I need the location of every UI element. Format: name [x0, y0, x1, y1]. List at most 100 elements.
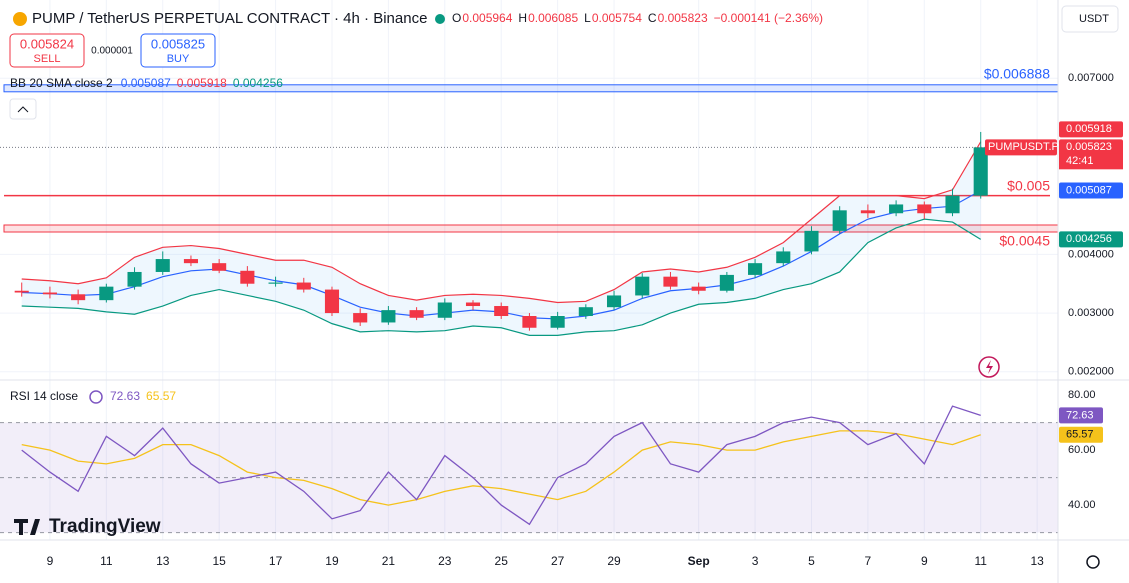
x-tick-label: Sep: [688, 554, 710, 568]
ohlc-value: 0.005964: [462, 11, 512, 25]
logo-text: TradingView: [49, 516, 161, 537]
logo-icon: [14, 519, 40, 535]
x-tick-label: 15: [212, 554, 226, 568]
x-tick-label: 17: [269, 554, 283, 568]
candle-body: [663, 276, 678, 287]
candle-body: [860, 210, 875, 214]
candle-body: [465, 302, 481, 307]
rsi-tick-label: 60.00: [1068, 444, 1096, 456]
candle-body: [381, 310, 396, 323]
y-tick-label: 0.007000: [1068, 72, 1114, 84]
candle-body: [324, 289, 340, 314]
buy-price: 0.005825: [151, 36, 205, 51]
level-label: $0.0045: [999, 233, 1050, 249]
candle-body: [268, 282, 283, 284]
countdown-tag: [1059, 153, 1123, 170]
bb-lower-tag: [1059, 231, 1123, 248]
ohlc-value: 0.005754: [592, 11, 642, 25]
bb-legend: BB 20 SMA close 2 0.005087 0.005918 0.0042…: [10, 76, 283, 90]
countdown: 42:41: [1066, 155, 1094, 167]
candle-body: [550, 316, 565, 328]
candle-body: [183, 259, 199, 264]
x-tick-label: 7: [865, 554, 872, 568]
x-tick-label: 11: [100, 554, 113, 568]
candle-body: [99, 286, 114, 301]
symbol-tag: [985, 139, 1057, 156]
candle-body: [578, 307, 593, 317]
ohlc-legend: O 0.005964 H 0.006085 L 0.005754 C 0.005823 −0.0…: [452, 11, 823, 25]
ohlc-label: L: [584, 11, 591, 25]
rsi-name: RSI 14 close: [10, 389, 78, 403]
candle-body: [437, 302, 452, 318]
alert-bolt: [986, 360, 993, 374]
panes: [0, 0, 1059, 540]
rsi-tag-text: 72.63: [1066, 409, 1094, 421]
sell-button[interactable]: [9, 33, 85, 68]
bb-fill: [21, 141, 981, 336]
rsi-legend: RSI 14 close 72.63 65.57: [10, 389, 176, 403]
y-tick-label: 0.002000: [1068, 366, 1114, 378]
ohlc-value: 0.005823: [658, 11, 708, 25]
candle-body: [212, 263, 227, 271]
rsi-ma-value: 65.57: [146, 389, 176, 403]
rsi-value: 72.63: [110, 389, 140, 403]
x-tick-label: 29: [607, 554, 621, 568]
x-tick-label: 27: [551, 554, 565, 568]
rsi-ma-tag: [1059, 426, 1103, 443]
ohlc-label: C: [648, 11, 657, 25]
level-label: $0.006888: [984, 65, 1050, 81]
x-tick-label: 19: [325, 554, 339, 568]
candle-body: [945, 195, 960, 214]
candle-body: [409, 310, 424, 318]
collapse-button[interactable]: [9, 98, 37, 120]
candle-body: [832, 210, 847, 231]
ohlc-change: −0.000141 (−2.36%): [714, 11, 823, 25]
buy-label: BUY: [167, 53, 190, 65]
x-tick-label: 3: [752, 554, 759, 568]
ohlc-label: O: [452, 11, 461, 25]
bb-basis-tag-text: 0.005087: [1066, 184, 1112, 196]
candle-body: [691, 286, 706, 291]
close-tag: [1059, 139, 1123, 156]
x-tick-label: 9: [921, 554, 928, 568]
bb-lower-tag-text: 0.004256: [1066, 233, 1112, 245]
rsi-ma-line: [21, 430, 981, 506]
candle-body: [804, 230, 819, 252]
rsi-line: [21, 405, 981, 526]
level-label: $0.005: [1007, 177, 1050, 193]
rsi-tick-label: 80.00: [1068, 389, 1096, 401]
x-tick-label: 25: [495, 554, 509, 568]
candle-body: [635, 276, 650, 296]
candle-body: [353, 313, 368, 323]
spread: 0.000001: [91, 46, 133, 57]
currency-selector[interactable]: [1061, 5, 1119, 33]
candle-body: [127, 271, 142, 287]
candle-body: [14, 290, 29, 293]
bb-lower-value: 0.004256: [233, 76, 283, 90]
candle-body: [606, 295, 622, 308]
bb-upper-tag-text: 0.005918: [1066, 123, 1112, 135]
candle-body: [776, 251, 791, 264]
chart-title: PUMP / TetherUS PERPETUAL CONTRACT · 4h …: [32, 10, 427, 27]
x-tick-label: 21: [382, 554, 396, 568]
sell-price: 0.005824: [20, 36, 74, 51]
x-tick-label: 13: [1030, 554, 1044, 568]
sell-label: SELL: [34, 53, 61, 65]
candle-body: [719, 274, 734, 291]
bb-name: BB 20 SMA close 2: [10, 76, 113, 90]
settings-icon[interactable]: [1086, 555, 1100, 569]
bb-upper-tag: [1059, 121, 1123, 138]
candle-body: [71, 294, 86, 301]
buy-button[interactable]: [140, 33, 216, 68]
bb-lower: [21, 218, 982, 336]
x-tick-label: 13: [156, 554, 170, 568]
candle-body: [917, 204, 932, 214]
x-tick-label: 5: [808, 554, 815, 568]
ohlc-label: H: [518, 11, 527, 25]
candle-body: [155, 259, 170, 272]
close-tag-text: 0.005823: [1066, 141, 1112, 153]
alert-icon[interactable]: [978, 356, 1000, 378]
y-tick-label: 0.003000: [1068, 307, 1114, 319]
x-tick-label: 11: [974, 554, 987, 568]
